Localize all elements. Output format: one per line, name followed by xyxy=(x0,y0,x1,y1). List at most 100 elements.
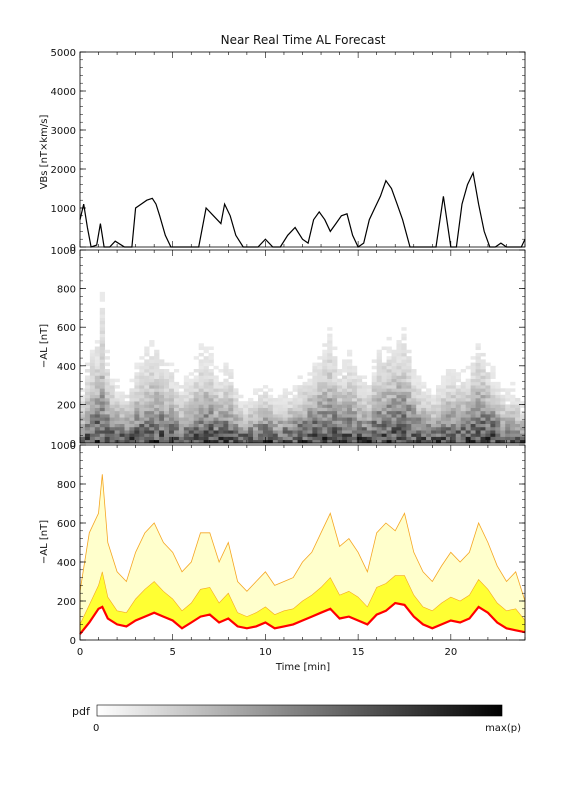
heatmap-cell xyxy=(173,420,180,424)
heatmap-cell xyxy=(317,401,323,405)
heatmap-cell xyxy=(485,407,491,412)
heatmap-cell xyxy=(327,388,333,392)
heatmap-cell xyxy=(267,436,274,441)
heatmap-cell xyxy=(421,430,427,434)
heatmap-cell xyxy=(455,385,462,389)
heatmap-cell xyxy=(292,433,298,437)
heatmap-cell xyxy=(510,410,516,415)
heatmap-cell xyxy=(144,394,150,399)
heatmap-cell xyxy=(272,401,279,405)
heatmap-cell xyxy=(520,436,526,441)
heatmap-cell xyxy=(337,433,343,437)
heatmap-cell xyxy=(490,397,496,402)
y-tick-label: 2000 xyxy=(51,165,76,176)
heatmap-cell xyxy=(317,426,323,431)
heatmap-cell xyxy=(233,397,239,402)
heatmap-cell xyxy=(208,394,214,399)
heatmap-cell xyxy=(401,336,407,341)
heatmap-cell xyxy=(366,388,373,392)
heatmap-cell xyxy=(193,433,199,437)
heatmap-cell xyxy=(154,381,160,386)
heatmap-cell xyxy=(455,378,462,383)
heatmap-cell xyxy=(178,385,185,389)
heatmap-cell xyxy=(104,426,110,431)
heatmap-cell xyxy=(347,391,353,396)
heatmap-cell xyxy=(243,407,249,412)
heatmap-cell xyxy=(381,375,387,379)
heatmap-cell xyxy=(406,365,412,370)
heatmap-cell xyxy=(233,414,239,418)
heatmap-cell xyxy=(376,359,382,363)
heatmap-cell xyxy=(154,433,160,437)
heatmap-cell xyxy=(436,417,442,421)
heatmap-cell xyxy=(505,397,511,402)
heatmap-cell xyxy=(317,417,323,421)
heatmap-cell xyxy=(292,420,298,424)
heatmap-cell xyxy=(272,410,279,415)
heatmap-cell xyxy=(238,436,244,441)
heatmap-cell xyxy=(391,349,397,354)
heatmap-cell xyxy=(149,414,155,418)
heatmap-cell xyxy=(361,417,368,421)
heatmap-cell xyxy=(277,414,284,418)
y-tick-label: 400 xyxy=(57,558,76,569)
heatmap-cell xyxy=(460,430,466,434)
heatmap-cell xyxy=(480,372,486,376)
heatmap-cell xyxy=(129,430,135,434)
heatmap-cell xyxy=(465,378,471,383)
heatmap-cell xyxy=(104,369,110,373)
heatmap-cell xyxy=(223,420,229,424)
heatmap-cell xyxy=(302,388,308,392)
heatmap-cell xyxy=(515,397,521,402)
heatmap-cell xyxy=(208,346,214,351)
heatmap-cell xyxy=(159,388,165,392)
heatmap-cell xyxy=(94,391,101,396)
heatmap-cell xyxy=(307,436,313,441)
heatmap-cell xyxy=(356,385,363,389)
heatmap-cell xyxy=(144,391,150,396)
heatmap-cell xyxy=(421,394,427,399)
heatmap-cell xyxy=(124,407,130,412)
heatmap-cell xyxy=(292,426,298,431)
heatmap-cell xyxy=(159,359,165,363)
y-tick-label: 1000 xyxy=(51,441,76,452)
heatmap-cell xyxy=(411,391,417,396)
heatmap-cell xyxy=(203,365,209,370)
heatmap-cell xyxy=(386,388,392,392)
heatmap-cell xyxy=(109,439,115,444)
heatmap-cell xyxy=(436,394,442,399)
heatmap-cell xyxy=(386,401,392,405)
heatmap-cell xyxy=(193,388,199,392)
heatmap-cell xyxy=(431,397,437,402)
heatmap-cell xyxy=(332,388,338,392)
heatmap-cell xyxy=(411,372,417,376)
pdf-heatmap-cells xyxy=(80,291,526,444)
heatmap-cell xyxy=(371,417,377,421)
heatmap-cell xyxy=(302,417,308,421)
heatmap-cell xyxy=(455,433,462,437)
heatmap-cell xyxy=(94,397,101,402)
heatmap-cell xyxy=(238,439,244,444)
heatmap-cell xyxy=(203,381,209,386)
heatmap-cell xyxy=(228,385,234,389)
heatmap-cell xyxy=(342,375,348,379)
heatmap-cell xyxy=(203,372,209,376)
heatmap-cell xyxy=(144,439,150,444)
heatmap-cell xyxy=(183,436,190,441)
heatmap-cell xyxy=(144,378,150,383)
heatmap-cell xyxy=(267,423,274,428)
heatmap-cell xyxy=(154,414,160,418)
heatmap-cell xyxy=(193,426,199,431)
heatmap-cell xyxy=(510,394,516,399)
heatmap-cell xyxy=(322,410,328,415)
heatmap-cell xyxy=(94,356,101,360)
heatmap-cell xyxy=(287,417,293,421)
heatmap-cell xyxy=(480,430,486,434)
heatmap-cell xyxy=(332,439,338,444)
heatmap-cell xyxy=(218,388,224,392)
heatmap-cell xyxy=(267,433,274,437)
heatmap-cell xyxy=(188,420,195,424)
heatmap-cell xyxy=(470,420,476,424)
heatmap-cell xyxy=(460,410,466,415)
